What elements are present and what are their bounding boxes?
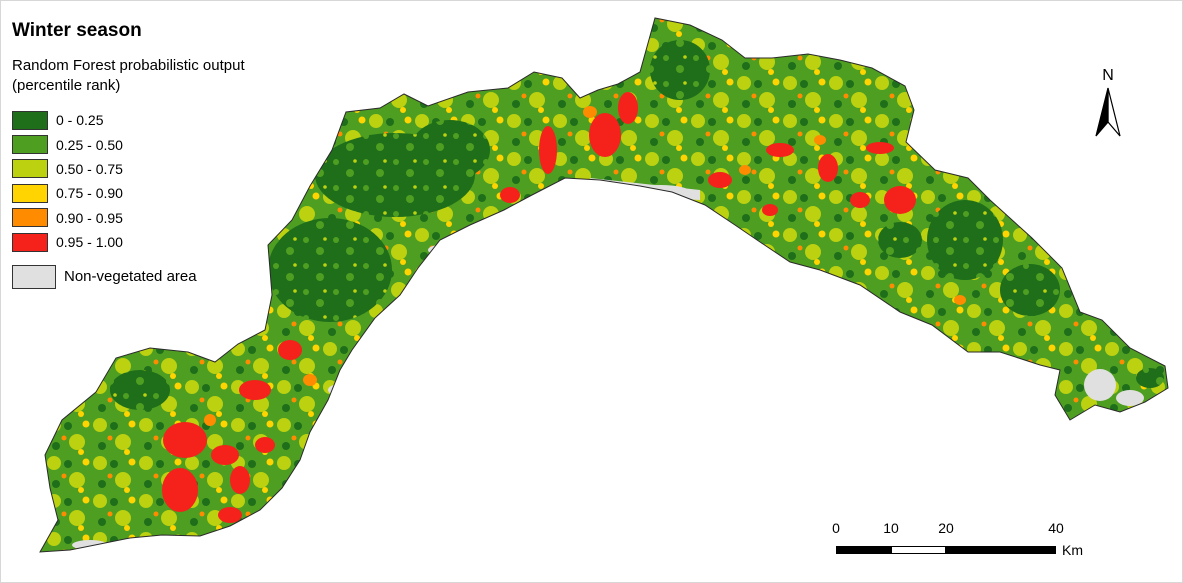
legend-label: 0 - 0.25 xyxy=(56,112,104,129)
map-title: Winter season xyxy=(12,20,142,41)
legend: 0 - 0.25 0.25 - 0.50 0.50 - 0.75 0.75 - … xyxy=(12,108,197,289)
legend-swatch xyxy=(12,135,48,155)
north-label: N xyxy=(1102,67,1114,84)
legend-subtitle: Random Forest probabilistic output (perc… xyxy=(12,56,245,96)
scale-tick-label: 0 xyxy=(832,520,840,536)
legend-label: 0.50 - 0.75 xyxy=(56,160,123,177)
legend-label: 0.90 - 0.95 xyxy=(56,209,123,226)
scale-segment xyxy=(946,546,1056,554)
legend-subtitle-line-1: Random Forest probabilistic output xyxy=(12,57,245,74)
scale-bar: 0 10 20 40 Km xyxy=(820,520,1110,570)
north-arrow-icon: N xyxy=(1095,67,1121,137)
legend-item: 0.90 - 0.95 xyxy=(12,206,197,230)
legend-item-non-vegetated: Non-vegetated area xyxy=(12,264,197,289)
legend-item: 0.95 - 1.00 xyxy=(12,230,197,254)
legend-label: Non-vegetated area xyxy=(64,268,197,286)
scale-segment xyxy=(891,546,946,554)
legend-label: 0.25 - 0.50 xyxy=(56,136,123,153)
legend-item: 0.25 - 0.50 xyxy=(12,132,197,156)
legend-swatch xyxy=(12,264,56,289)
legend-swatch xyxy=(12,208,48,228)
legend-subtitle-line-2: (percentile rank) xyxy=(12,77,121,94)
scale-tick-label: 20 xyxy=(938,520,954,536)
legend-item: 0.50 - 0.75 xyxy=(12,157,197,181)
scale-unit: Km xyxy=(1062,542,1083,558)
scale-segment xyxy=(836,546,891,554)
legend-swatch xyxy=(12,110,48,130)
scale-tick-label: 40 xyxy=(1048,520,1064,536)
legend-label: 0.95 - 1.00 xyxy=(56,234,123,251)
legend-swatch xyxy=(12,232,48,252)
legend-label: 0.75 - 0.90 xyxy=(56,185,123,202)
legend-item: 0 - 0.25 xyxy=(12,108,197,132)
scale-tick-label: 10 xyxy=(883,520,899,536)
legend-swatch xyxy=(12,159,48,179)
legend-item: 0.75 - 0.90 xyxy=(12,181,197,205)
legend-swatch xyxy=(12,183,48,203)
